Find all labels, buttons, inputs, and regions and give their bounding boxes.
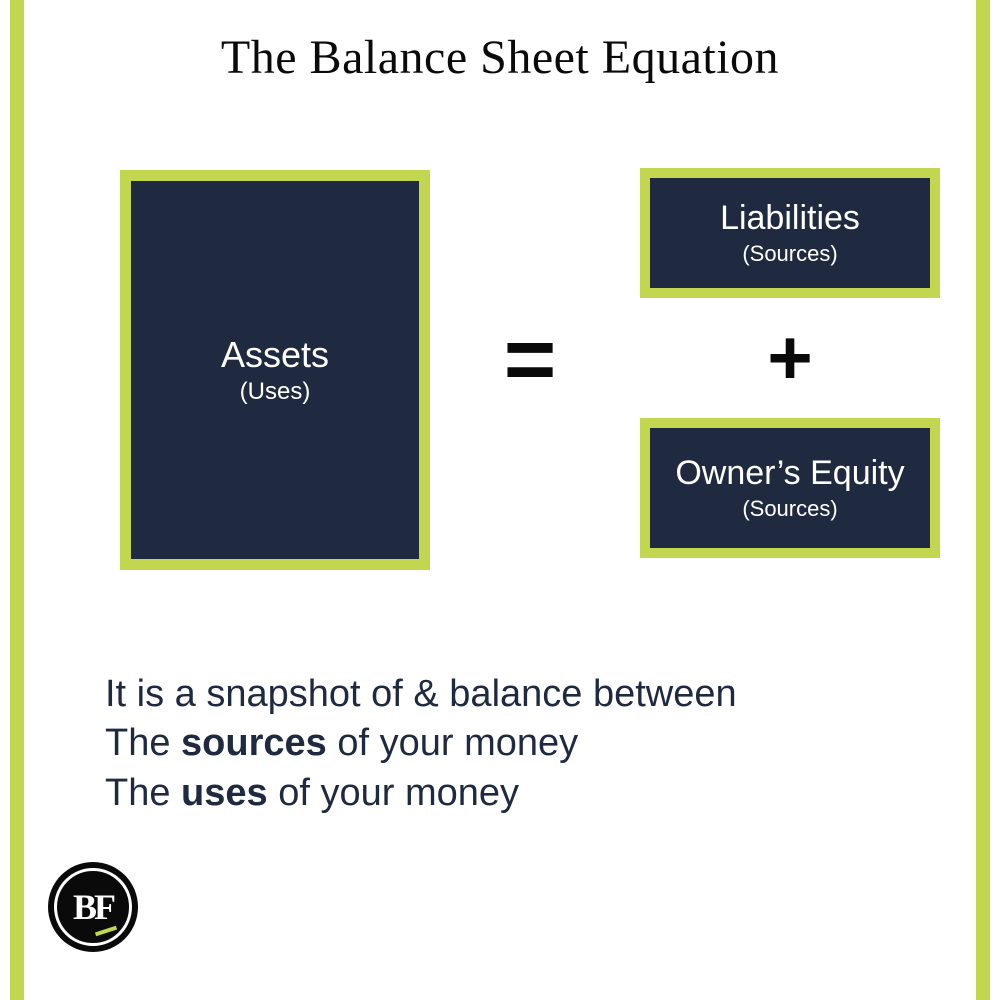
owners-equity-title: Owner’s Equity [675,454,904,493]
liabilities-title: Liabilities [720,199,860,238]
assets-subtitle: (Uses) [240,378,311,406]
left-accent-bar [10,0,24,1000]
assets-box: Assets (Uses) [120,170,430,570]
logo-text: BF [73,886,113,928]
assets-title: Assets [221,334,329,375]
right-accent-bar [976,0,990,1000]
description-line-1: It is a snapshot of & balance between [105,670,905,719]
brand-logo: BF [48,862,138,952]
owners-equity-subtitle: (Sources) [742,496,837,522]
description-line-3: The uses of your money [105,769,905,818]
description-line-2: The sources of your money [105,719,905,768]
equals-symbol: = [480,315,580,405]
plus-symbol: + [740,318,840,396]
page-title: The Balance Sheet Equation [0,30,1000,85]
equation-diagram: Assets (Uses) = Liabilities (Sources) + … [60,160,940,590]
liabilities-subtitle: (Sources) [742,241,837,267]
liabilities-box: Liabilities (Sources) [640,168,940,298]
description-text: It is a snapshot of & balance between Th… [105,670,905,818]
owners-equity-box: Owner’s Equity (Sources) [640,418,940,558]
